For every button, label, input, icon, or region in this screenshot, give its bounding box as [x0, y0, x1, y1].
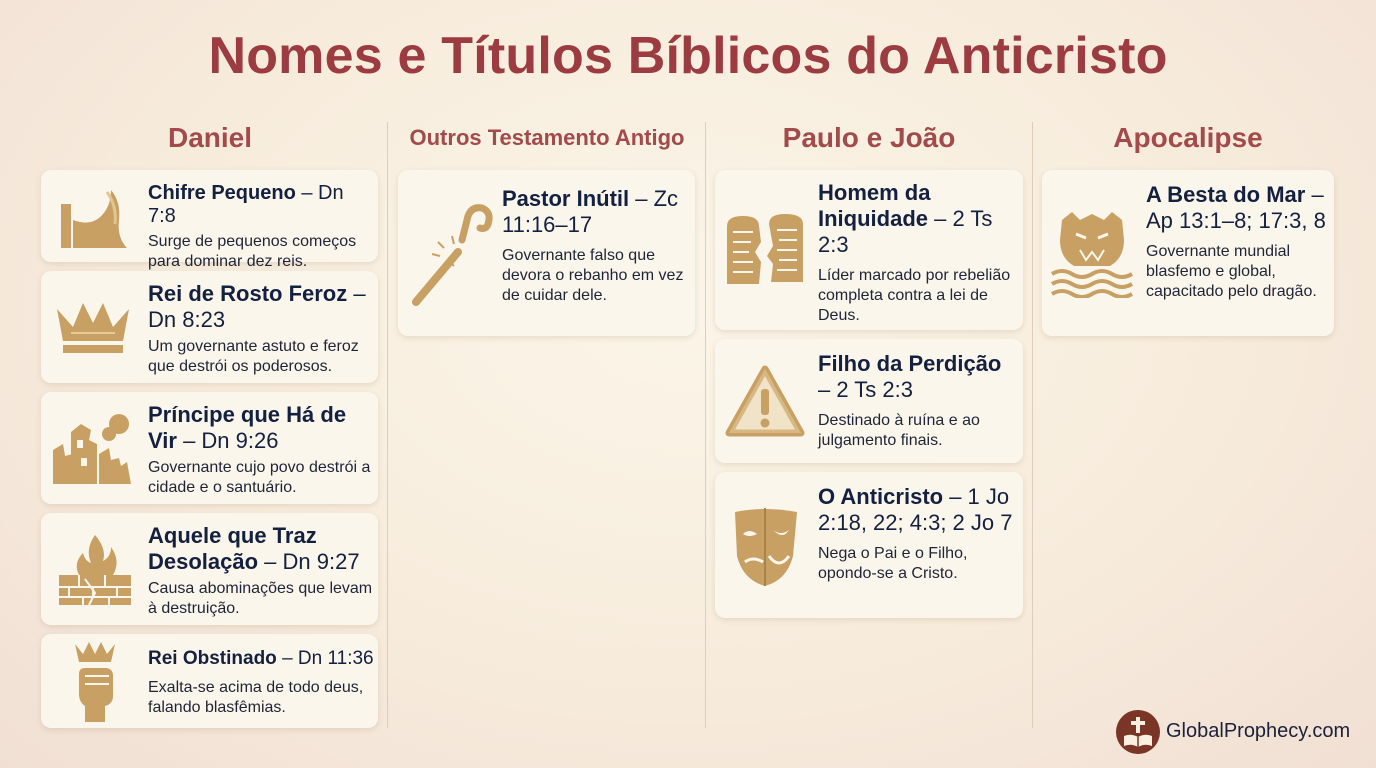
card-reference: – Dn 8:23	[148, 281, 366, 332]
crown-icon	[53, 297, 133, 362]
card-chifre-pequeno: Chifre Pequeno – Dn 7:8 Surge de pequeno…	[41, 170, 378, 270]
card-description: Governante cujo povo destrói a cidade e …	[148, 459, 371, 496]
crowned-fist-icon	[69, 640, 119, 729]
card-description: Destinado à ruína e ao julgamento finais…	[818, 412, 980, 449]
card-title: A Besta do Mar	[1146, 182, 1306, 207]
card-reference: – Dn 9:27	[258, 549, 360, 574]
card-description: Causa abominações que levam à destruição…	[148, 580, 373, 617]
card-principe-que-ha-de-vir: Príncipe que Há de Vir – Dn 9:26 Governa…	[41, 392, 378, 504]
card-description: Exalta-se acima de todo deus, falando bl…	[148, 679, 364, 716]
ruined-city-icon	[51, 410, 137, 491]
card-reference: – Dn 11:36	[276, 648, 374, 669]
card-title: Filho da Perdição	[818, 351, 1002, 376]
card-description: Líder marcado por rebelião completa cont…	[818, 267, 1011, 324]
burning-wall-icon	[55, 529, 135, 614]
column-header-revelation: Apocalipse	[1113, 122, 1263, 153]
horn-icon	[59, 180, 131, 257]
card-title: Chifre Pequeno	[148, 182, 296, 204]
card-reference: – 2 Ts 2:3	[818, 377, 913, 402]
card-rei-obstinado: Rei Obstinado – Dn 11:36 Exalta-se acima…	[41, 634, 378, 728]
column-divider	[387, 122, 388, 728]
card-title: Pastor Inútil	[502, 186, 630, 211]
column-divider	[1032, 122, 1033, 728]
card-reference: – 2 Ts 2:3	[818, 206, 993, 257]
card-title: Rei de Rosto Feroz	[148, 281, 348, 306]
card-homem-da-iniquidade: Homem da Iniquidade – 2 Ts 2:3 Líder mar…	[715, 170, 1023, 330]
broken-staff-icon	[408, 202, 494, 311]
card-title: Homem da Iniquidade	[818, 180, 931, 231]
card-title: Rei Obstinado	[148, 648, 277, 669]
card-reference: – 1 Jo 2:18, 22; 4:3; 2 Jo 7	[818, 484, 1013, 535]
warning-icon	[725, 365, 805, 442]
two-faced-mask-icon	[731, 506, 801, 593]
card-aquele-que-traz-desolacao: Aquele que Traz Desolação – Dn 9:27 Caus…	[41, 513, 378, 625]
card-pastor-inutil: Pastor Inútil – Zc 11:16–17 Governante f…	[398, 170, 695, 336]
column-header-old-testament: Outros Testamento Antigo	[409, 125, 685, 150]
card-o-anticristo: O Anticristo – 1 Jo 2:18, 22; 4:3; 2 Jo …	[715, 472, 1023, 618]
card-title: Príncipe que Há de Vir	[148, 402, 347, 453]
site-link[interactable]: GlobalProphecy.com	[1166, 720, 1351, 742]
card-description: Governante falso que devora o rebanho em…	[502, 247, 684, 304]
card-title: Aquele que Traz Desolação	[148, 523, 317, 574]
card-reference: – Dn 9:26	[176, 428, 279, 453]
card-title: O Anticristo	[818, 484, 944, 509]
column-divider	[705, 122, 706, 728]
column-header-paul-john: Paulo e João	[782, 122, 956, 153]
broken-tablets-icon	[723, 212, 807, 293]
card-reference: – Zc 11:16–17	[502, 186, 679, 237]
card-reference: – Ap 13:1–8; 17:3, 8	[1146, 182, 1326, 233]
page-title: Nomes e Títulos Bíblicos do Anticristo	[208, 27, 1168, 85]
card-description: Surge de pequenos começos para dominar d…	[148, 233, 357, 270]
bible-cross-icon	[1116, 710, 1160, 754]
card-filho-da-perdicao: Filho da Perdição – 2 Ts 2:3 Destinado à…	[715, 339, 1023, 463]
card-reference: – Dn 7:8	[148, 182, 344, 227]
card-besta-do-mar: A Besta do Mar – Ap 13:1–8; 17:3, 8 Gove…	[1042, 170, 1334, 336]
card-description: Governante mundial blasfemo e global, ca…	[1146, 243, 1317, 300]
card-description: Um governante astuto e feroz que destrói…	[148, 338, 359, 375]
column-header-daniel: Daniel	[167, 122, 253, 153]
card-rei-rosto-feroz: Rei de Rosto Feroz – Dn 8:23 Um governan…	[41, 271, 378, 383]
sea-beast-icon	[1050, 210, 1134, 303]
card-description: Nega o Pai e o Filho, opondo-se a Cristo…	[818, 545, 968, 582]
